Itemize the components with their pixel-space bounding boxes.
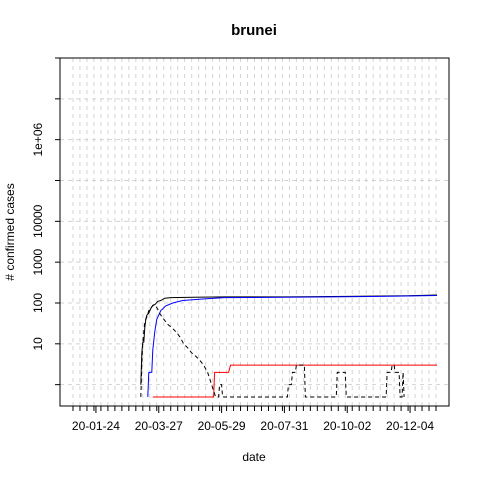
x-axis-label: date — [242, 450, 266, 464]
x-tick-label: 20-01-24 — [72, 419, 120, 433]
y-tick-label: 100 — [31, 293, 45, 313]
y-axis-label: # confirmed cases — [3, 183, 17, 280]
x-tick-label: 20-10-02 — [323, 419, 371, 433]
y-tick-label: 10 — [31, 337, 45, 351]
x-tick-label: 20-05-29 — [198, 419, 246, 433]
x-tick-label: 20-07-31 — [260, 419, 308, 433]
series-line-1 — [147, 294, 438, 397]
chart-title: brunei — [231, 22, 277, 39]
y-tick-label: 1000 — [31, 248, 45, 275]
grid — [60, 57, 449, 406]
series-line-2 — [152, 364, 437, 398]
y-tick-label: 1e+06 — [31, 122, 45, 156]
series-line-0 — [140, 294, 438, 385]
series-line-3 — [140, 304, 405, 398]
x-tick-label: 20-03-27 — [135, 419, 183, 433]
x-axis: 20-01-24 20-03-27 20-05-29 20-07-31 20-10-02… — [72, 406, 437, 433]
x-tick-label: 20-12-04 — [386, 419, 434, 433]
y-tick-label: 10000 — [31, 204, 45, 238]
series-layer — [140, 294, 438, 398]
y-axis: 10 100 1000 10000 1e+06 — [31, 57, 60, 386]
